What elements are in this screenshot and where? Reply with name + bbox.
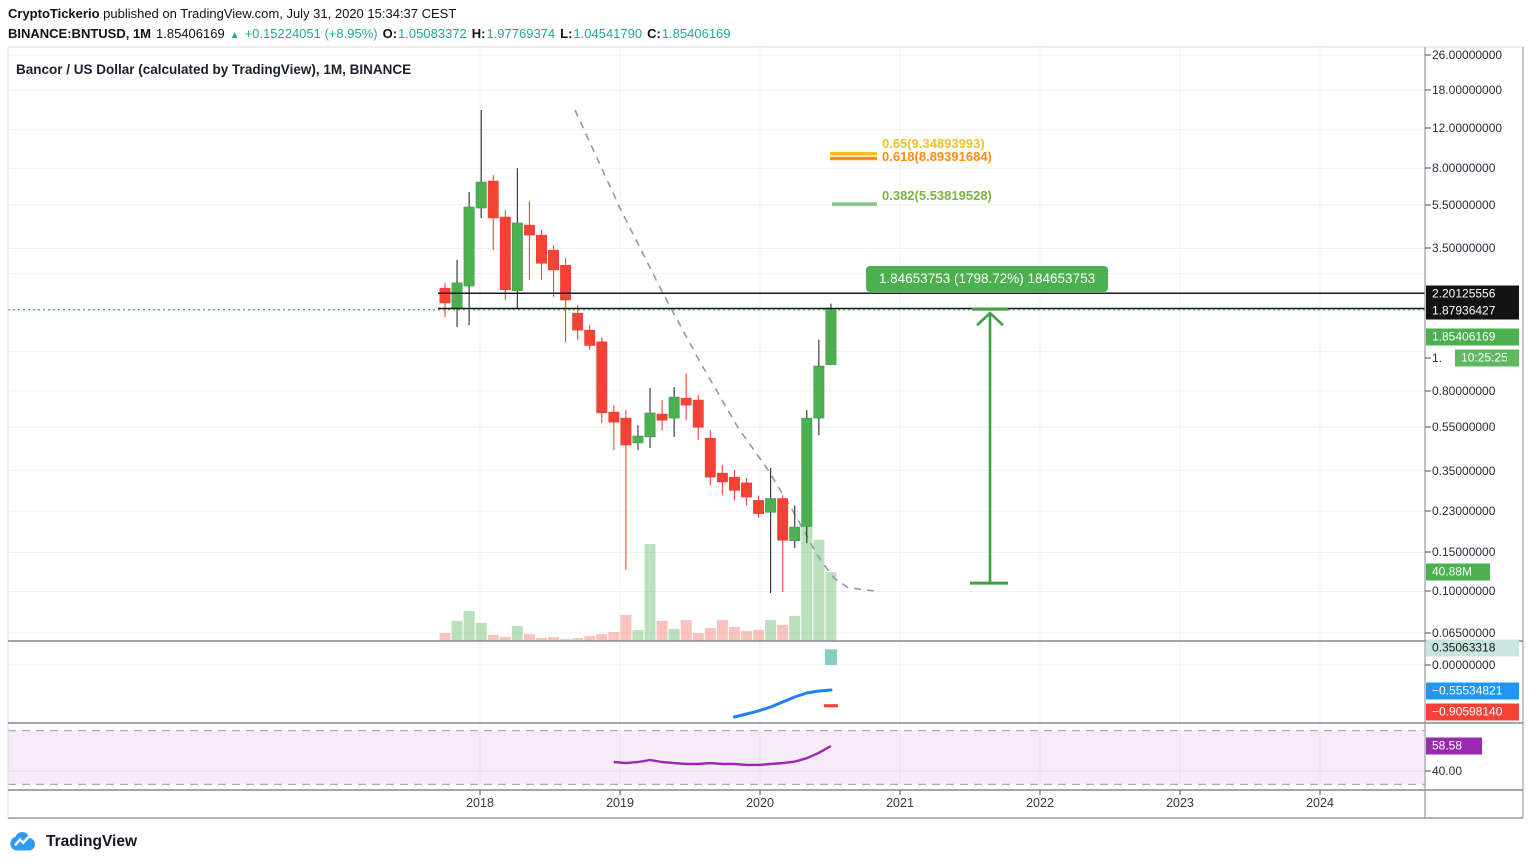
candle-body bbox=[451, 282, 463, 309]
candle-body bbox=[753, 500, 765, 514]
fib-level-0618-label[interactable]: 0.618(8.89391684) bbox=[882, 149, 992, 164]
volume-bar bbox=[716, 619, 728, 641]
volume-bar bbox=[789, 616, 801, 641]
tradingview-logo[interactable]: TradingView bbox=[10, 832, 137, 851]
volume-bar bbox=[620, 615, 632, 641]
fib-level-0382-label[interactable]: 0.382(5.53819528) bbox=[882, 188, 992, 203]
candle-body bbox=[716, 472, 728, 483]
candle-body bbox=[548, 249, 559, 271]
volume-bar bbox=[765, 620, 777, 641]
volume-bar bbox=[439, 633, 451, 641]
candle-body bbox=[499, 216, 511, 291]
volume-bar bbox=[596, 634, 608, 641]
volume-bar bbox=[728, 626, 740, 641]
open-label: O: bbox=[382, 26, 398, 41]
high-value: 1.97769374 bbox=[486, 26, 556, 41]
candle-body bbox=[765, 498, 777, 513]
volume-bar bbox=[608, 632, 620, 641]
volume-bar bbox=[584, 635, 596, 641]
volume-bar bbox=[777, 624, 789, 641]
candle-body bbox=[439, 287, 451, 304]
candle-body bbox=[777, 498, 789, 541]
fib-level-065-label[interactable]: 0.65(9.34893993) bbox=[882, 136, 985, 151]
candle-body bbox=[596, 341, 608, 414]
volume-bar bbox=[548, 636, 560, 641]
candle-body bbox=[644, 412, 656, 438]
symbol-header: BINANCE:BNTUSD, 1M 1.85406169 ▲ +0.15224051… bbox=[8, 26, 736, 41]
candle-body bbox=[728, 476, 740, 491]
volume-bar bbox=[704, 628, 716, 641]
price-change: +0.15224051 (+8.95%) bbox=[244, 26, 378, 41]
publish-header: CryptoTickerio published on TradingView.… bbox=[8, 6, 456, 21]
volume-bar bbox=[572, 637, 584, 641]
volume-bar bbox=[451, 620, 463, 641]
candle-body bbox=[692, 399, 704, 428]
volume-bar bbox=[463, 610, 475, 641]
candle-body bbox=[632, 435, 644, 444]
measure-arrow-head bbox=[976, 311, 1004, 327]
volume-bar bbox=[801, 525, 813, 641]
candle-body bbox=[741, 482, 752, 498]
trendline bbox=[574, 109, 879, 593]
macd-histogram-bar bbox=[824, 649, 837, 665]
volume-bar bbox=[813, 539, 825, 641]
candle-body bbox=[560, 265, 572, 301]
volume-bar bbox=[523, 634, 535, 641]
measure-label[interactable]: 1.84653753 (1798.72%) 184653753 bbox=[866, 266, 1108, 292]
candle-body bbox=[463, 206, 475, 287]
close-label: C: bbox=[647, 26, 661, 41]
candle-body bbox=[487, 180, 499, 219]
open-value: 1.05083372 bbox=[398, 26, 467, 41]
candle-body bbox=[620, 417, 632, 446]
rsi-band bbox=[8, 730, 1425, 785]
low-value: 1.04541790 bbox=[573, 26, 643, 41]
volume-bar bbox=[475, 622, 487, 641]
candle-body bbox=[608, 411, 620, 423]
symbol-name: BINANCE:BNTUSD, 1M bbox=[8, 26, 151, 41]
volume-bar bbox=[632, 630, 644, 641]
candle-body bbox=[656, 413, 668, 421]
candle-body bbox=[475, 181, 487, 209]
candle-body bbox=[511, 222, 523, 291]
tradingview-cloud-icon bbox=[10, 832, 36, 851]
volume-bar bbox=[692, 633, 704, 641]
close-value: 1.85406169 bbox=[661, 26, 731, 41]
volume-bar bbox=[741, 631, 752, 641]
rsi-line bbox=[613, 744, 832, 767]
candle-body bbox=[584, 329, 596, 346]
publish-info: published on TradingView.com, July 31, 2… bbox=[99, 6, 457, 21]
tradingview-wordmark: TradingView bbox=[46, 832, 138, 850]
candle-body bbox=[536, 234, 547, 264]
candle-body bbox=[680, 397, 692, 406]
volume-bar bbox=[825, 571, 837, 641]
candle-body bbox=[813, 365, 825, 419]
candle-body bbox=[704, 437, 716, 478]
low-label: L: bbox=[560, 26, 573, 41]
volume-bar bbox=[680, 620, 692, 641]
change-arrow-icon: ▲ bbox=[229, 30, 240, 41]
volume-bar bbox=[644, 543, 656, 641]
volume-bar bbox=[511, 625, 523, 641]
volume-bar bbox=[499, 636, 511, 641]
candle-body bbox=[572, 312, 584, 331]
volume-bar bbox=[535, 637, 547, 641]
volume-bar bbox=[668, 629, 680, 641]
volume-bar bbox=[656, 620, 668, 641]
header-last-price: 1.85406169 bbox=[156, 26, 225, 41]
volume-bar bbox=[560, 638, 572, 641]
candle-body bbox=[523, 224, 535, 236]
volume-bar bbox=[753, 630, 765, 641]
macd-line bbox=[732, 688, 833, 719]
volume-bar bbox=[487, 634, 499, 641]
high-label: H: bbox=[471, 26, 486, 41]
candle-body bbox=[668, 396, 680, 419]
candle-body bbox=[825, 309, 837, 365]
candle-body bbox=[801, 417, 813, 527]
author-name: CryptoTickerio bbox=[8, 6, 100, 21]
chart-pane-title: Bancor / US Dollar (calculated by Tradin… bbox=[16, 62, 412, 77]
candle-body bbox=[789, 526, 801, 542]
